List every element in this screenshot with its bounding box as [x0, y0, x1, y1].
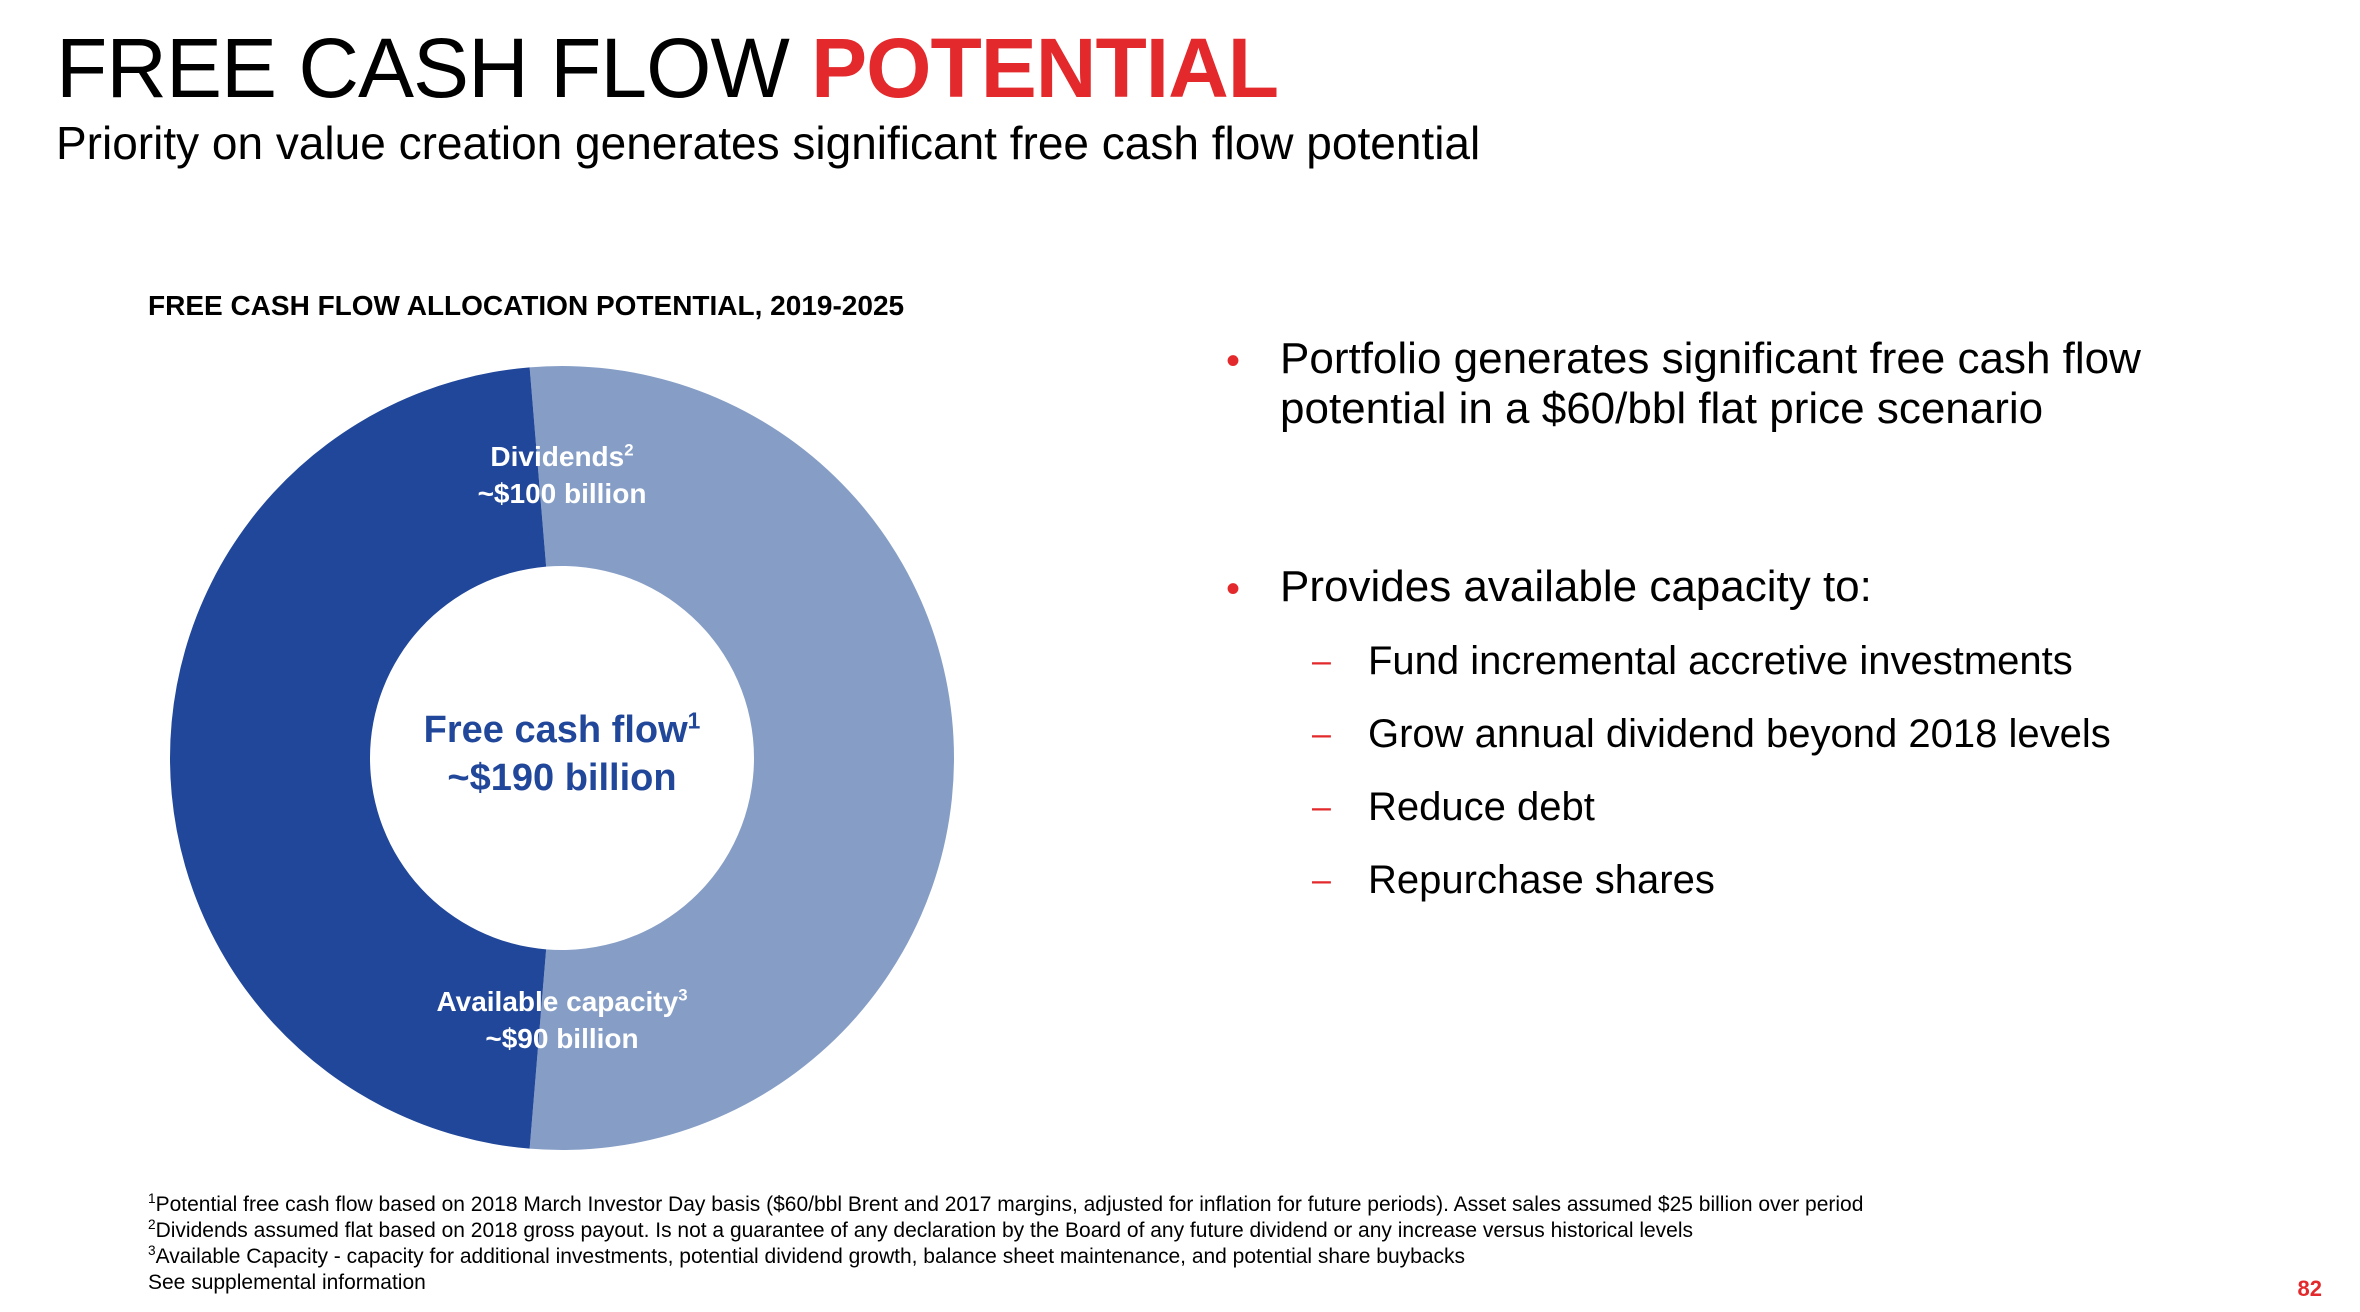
bullet-text: Provides available capacity to: [1280, 562, 1872, 611]
center-label-name: Free cash flow [423, 709, 688, 751]
footnote-marker: 1 [148, 1191, 156, 1206]
donut-slice-available-capacity [169, 367, 547, 1149]
slice-label-dividends-name: Dividends [490, 441, 625, 472]
footnote-marker: 3 [148, 1243, 156, 1258]
footnote: 1Potential free cash flow based on 2018 … [148, 1192, 1863, 1218]
footnote-marker-2: 2 [624, 440, 634, 460]
dash-icon: – [1312, 861, 1331, 899]
footnote: 2Dividends assumed flat based on 2018 gr… [148, 1218, 1863, 1244]
sub-bullet-text: Fund incremental accretive investments [1368, 639, 2073, 683]
sub-bullet-item: – Fund incremental accretive investments [1224, 637, 2304, 685]
page-title-main: FREE CASH FLOW [56, 21, 790, 115]
bullet-text: Portfolio generates significant free cas… [1280, 334, 2141, 433]
bullet-dot: • [1226, 339, 1241, 383]
center-label-value: ~$190 billion [447, 757, 677, 799]
footnote-marker-3: 3 [678, 985, 688, 1005]
slice-label-dividends-value: ~$100 billion [477, 478, 647, 509]
footnote: 3Available Capacity - capacity for addit… [148, 1244, 1863, 1270]
footnote: See supplemental information [148, 1270, 1863, 1296]
bullet-dot: • [1226, 567, 1241, 611]
footnote-text: Dividends assumed flat based on 2018 gro… [155, 1219, 1694, 1242]
dash-icon: – [1312, 715, 1331, 753]
donut-slice-dividends [529, 366, 954, 1150]
slice-label-available-capacity-name: Available capacity [436, 986, 679, 1017]
sub-bullet-list: – Fund incremental accretive investments … [1224, 637, 2304, 904]
sub-bullet-item: – Reduce debt [1224, 783, 2304, 831]
page-title: FREE CASH FLOW POTENTIAL [56, 26, 1279, 110]
footnote-text: Potential free cash flow based on 2018 M… [155, 1193, 1864, 1216]
dash-icon: – [1312, 788, 1331, 826]
dash-icon: – [1312, 642, 1331, 680]
slice-label-available-capacity: Available capacity3 ~$90 billion [436, 983, 687, 1057]
footnote-text: See supplemental information [148, 1271, 426, 1294]
page-number: 82 [2297, 1276, 2322, 1301]
page-subtitle: Priority on value creation generates sig… [56, 117, 1481, 169]
chart-title: FREE CASH FLOW ALLOCATION POTENTIAL, 201… [148, 290, 905, 321]
sub-bullet-text: Repurchase shares [1368, 858, 1715, 902]
footnote-marker: 2 [148, 1217, 156, 1232]
footnote-marker-1: 1 [687, 707, 701, 734]
bullet-list: • Portfolio generates significant free c… [1224, 334, 2304, 904]
slice-label-dividends: Dividends2 ~$100 billion [478, 438, 647, 512]
footnote-text: Available Capacity - capacity for additi… [155, 1245, 1465, 1268]
sub-bullet-text: Grow annual dividend beyond 2018 levels [1368, 712, 2111, 756]
sub-bullet-item: – Repurchase shares [1224, 856, 2304, 904]
page-title-accent: POTENTIAL [811, 21, 1279, 115]
donut-center-label: Free cash flow1 ~$190 billion [424, 706, 701, 802]
sub-bullet-item: – Grow annual dividend beyond 2018 levels [1224, 710, 2304, 758]
donut-chart [169, 366, 954, 1150]
slice-label-available-capacity-value: ~$90 billion [485, 1023, 639, 1054]
footnotes: 1Potential free cash flow based on 2018 … [148, 1192, 1863, 1296]
bullet-item: • Provides available capacity to: [1224, 562, 2304, 612]
bullet-item: • Portfolio generates significant free c… [1224, 334, 2304, 434]
sub-bullet-text: Reduce debt [1368, 785, 1595, 829]
